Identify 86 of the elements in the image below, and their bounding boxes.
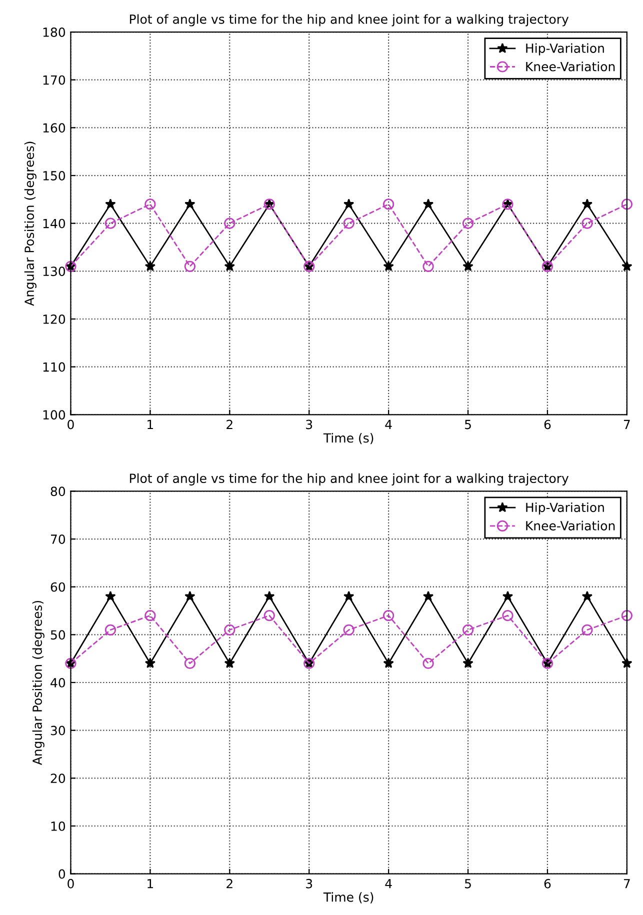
y-axis-title: Angular Position (degrees) <box>24 142 36 306</box>
point <box>144 260 156 272</box>
point <box>224 260 235 272</box>
point <box>582 218 593 229</box>
x-tick-label: 2 <box>226 420 232 430</box>
x-tick-label: 7 <box>624 420 630 430</box>
point <box>144 658 156 668</box>
y-tick-label: 150 <box>43 170 66 180</box>
y-tick-label: 50 <box>50 630 66 640</box>
point <box>582 198 593 209</box>
x-axis-title: Time (s) <box>323 433 374 444</box>
point <box>383 658 394 668</box>
x-tick-label: 6 <box>544 420 551 430</box>
y-tick-label: 10 <box>51 821 66 831</box>
point <box>224 624 236 636</box>
y-tick-label: 160 <box>43 123 66 133</box>
y-tick-label: 80 <box>50 486 66 496</box>
x-tick-label: 1 <box>148 879 154 888</box>
x-tick-label: 3 <box>306 420 312 430</box>
x-tick-label: 0 <box>68 420 74 430</box>
y-tick-label: 20 <box>50 774 66 784</box>
y-tick-label: 110 <box>43 362 66 372</box>
y-tick-label: 60 <box>50 582 66 592</box>
point <box>502 590 514 602</box>
point <box>422 260 434 272</box>
point <box>264 610 275 622</box>
point <box>462 658 474 668</box>
point <box>184 260 196 272</box>
point <box>144 610 156 622</box>
point <box>105 590 116 602</box>
point <box>621 610 632 622</box>
y-tick-label: 120 <box>43 314 66 324</box>
point <box>383 198 394 210</box>
x-tick-label: 2 <box>226 878 232 888</box>
x-tick-label: 5 <box>465 420 471 430</box>
y-tick-label: 30 <box>50 726 66 736</box>
point <box>184 590 196 602</box>
point <box>462 260 474 272</box>
point <box>344 590 354 602</box>
point <box>343 624 354 636</box>
point <box>105 198 116 209</box>
point <box>344 198 354 209</box>
y-tick-label: 140 <box>43 218 66 228</box>
point <box>502 610 514 622</box>
point <box>144 198 156 210</box>
point <box>422 198 434 209</box>
point <box>582 590 593 602</box>
y-tick-label: 170 <box>43 75 66 85</box>
legend-label: Knee-Variation <box>526 520 615 530</box>
x-tick-label: 4 <box>385 879 392 888</box>
point <box>104 218 116 229</box>
y-tick-label: 100 <box>43 410 66 420</box>
legend-label: Hip-Variation <box>526 43 604 56</box>
y-tick-label: 70 <box>50 534 66 544</box>
point <box>621 198 632 210</box>
point <box>264 590 275 602</box>
x-tick-label: 7 <box>624 879 630 888</box>
legend-label: Hip-Variation <box>526 502 604 515</box>
point <box>224 218 236 229</box>
y-tick-label: 0 <box>58 869 66 879</box>
legend-label: Knee-Variation <box>526 62 615 72</box>
x-tick-label: 6 <box>544 878 551 888</box>
point <box>422 658 434 669</box>
y-tick-label: 40 <box>50 678 66 688</box>
point <box>184 658 196 669</box>
chart-title: Plot of angle vs time for the hip and knee joint for a walking trajectory <box>130 473 569 486</box>
point <box>104 624 116 636</box>
x-tick-label: 3 <box>306 878 312 888</box>
chart-title: Plot of angle vs time for the hip and knee joint for a walking trajectory <box>130 14 569 26</box>
y-axis-title: Angular Position (degrees) <box>32 600 44 766</box>
point <box>224 658 235 668</box>
x-axis-title: Time (s) <box>323 892 374 904</box>
y-tick-label: 180 <box>43 27 66 37</box>
point <box>343 218 354 229</box>
point <box>462 218 474 229</box>
point <box>422 590 434 602</box>
point <box>582 624 593 636</box>
point <box>462 624 474 636</box>
x-tick-label: 5 <box>465 879 471 888</box>
point <box>383 260 394 272</box>
x-tick-label: 4 <box>385 420 392 430</box>
y-tick-label: 130 <box>43 266 66 276</box>
point <box>383 610 394 622</box>
point <box>184 198 196 209</box>
x-tick-label: 1 <box>148 420 154 430</box>
x-tick-label: 0 <box>68 878 74 888</box>
